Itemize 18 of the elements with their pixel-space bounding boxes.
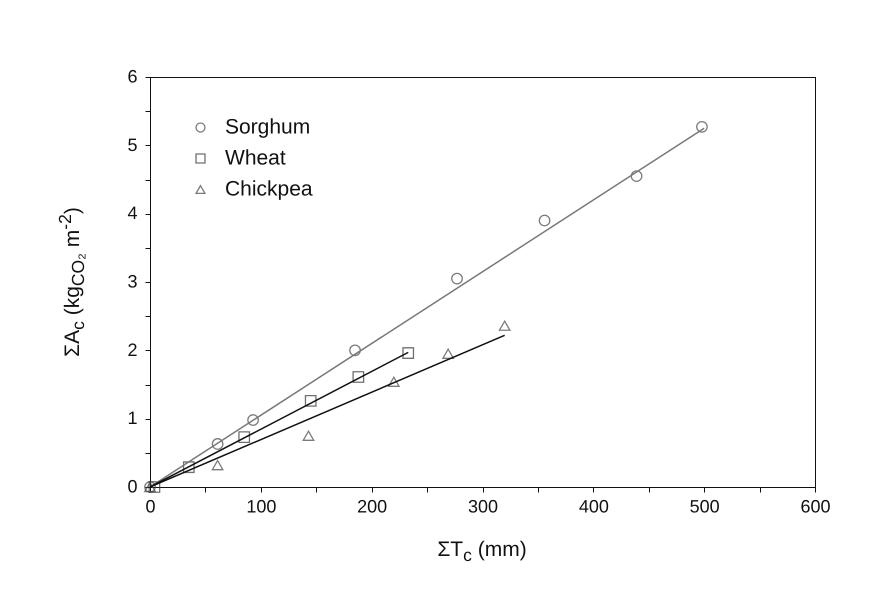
- x-tick-label: 500: [690, 496, 720, 516]
- x-tick-label: 400: [578, 496, 609, 516]
- legend-label: Chickpea: [225, 178, 313, 200]
- y-tick-label: 1: [127, 408, 138, 428]
- y-tick-label: 6: [127, 66, 138, 86]
- legend-label: Sorghum: [225, 116, 310, 138]
- x-tick-label: 300: [468, 496, 498, 516]
- y-tick-label: 5: [127, 134, 138, 155]
- x-tick-label: 200: [357, 496, 388, 516]
- x-tick-label: 600: [800, 496, 831, 516]
- x-axis-title: ΣT$_{c}$ (mm): [437, 538, 527, 566]
- y-tick-label: 4: [127, 203, 138, 224]
- y-tick-label: 2: [127, 340, 138, 360]
- legend-label: Wheat: [225, 146, 286, 170]
- y-tick-label: 0: [127, 476, 138, 496]
- x-tick-label: 100: [246, 496, 276, 516]
- y-tick-label: 3: [127, 272, 138, 292]
- x-tick-label: 0: [145, 496, 156, 516]
